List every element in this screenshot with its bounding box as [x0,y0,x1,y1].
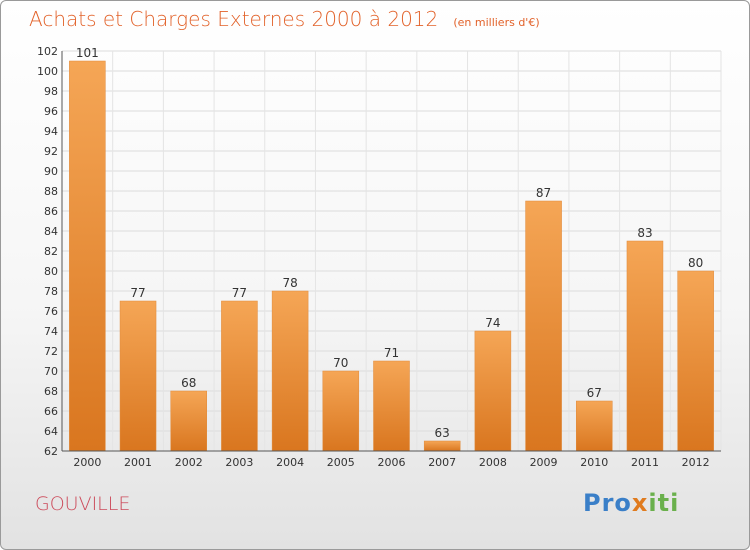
y-tick-label: 92 [44,145,58,158]
data-label: 101 [76,46,99,60]
x-tick-label: 2003 [225,456,253,469]
chart-title-text: Achats et Charges Externes 2000 à 2012 [29,7,439,31]
y-tick-label: 62 [44,445,58,458]
place-name: GOUVILLE [35,493,131,515]
chart-title: Achats et Charges Externes 2000 à 2012 (… [29,7,540,31]
y-tick-label: 82 [44,245,58,258]
y-tick-label: 100 [37,65,58,78]
y-tick-label: 96 [44,105,58,118]
y-tick-label: 72 [44,345,58,358]
logo-part-1: Pro [583,489,632,517]
y-tick-label: 78 [44,285,58,298]
bar [626,240,664,452]
x-tick-label: 2006 [378,456,406,469]
y-tick-label: 94 [44,125,58,138]
x-tick-label: 2009 [530,456,558,469]
y-tick-label: 80 [44,265,58,278]
bar [576,400,613,452]
data-label: 77 [130,286,145,300]
data-label: 83 [637,226,652,240]
bar [221,300,258,452]
x-tick-label: 2000 [73,456,101,469]
data-label: 71 [384,346,399,360]
x-tick-label: 2010 [580,456,608,469]
bar [525,200,562,452]
x-tick-label: 2001 [124,456,152,469]
bar [119,300,157,452]
data-label: 87 [536,186,551,200]
bar [474,330,512,452]
bar [271,290,309,452]
x-tick-label: 2005 [327,456,355,469]
y-tick-label: 76 [44,305,58,318]
data-label: 67 [587,386,602,400]
bar [677,270,714,452]
y-tick-label: 84 [44,225,58,238]
x-tick-label: 2002 [175,456,203,469]
bar [170,390,207,452]
bar [322,370,360,452]
bar [423,440,461,452]
x-tick-label: 2011 [631,456,659,469]
logo-part-2: x [631,489,649,517]
y-tick-label: 86 [44,205,58,218]
y-tick-label: 66 [44,405,58,418]
y-tick-label: 88 [44,185,58,198]
y-tick-label: 90 [44,165,58,178]
y-tick-label: 102 [37,45,58,58]
x-tick-label: 2012 [682,456,710,469]
y-tick-label: 74 [44,325,58,338]
x-tick-label: 2004 [276,456,304,469]
data-label: 78 [282,276,297,290]
data-label: 68 [181,376,196,390]
data-label: 80 [688,256,703,270]
x-tick-label: 2008 [479,456,507,469]
y-tick-label: 68 [44,385,58,398]
data-label: 70 [333,356,348,370]
bar [373,360,410,452]
logo-part-3: iti [648,489,680,517]
data-label: 74 [485,316,500,330]
data-label: 63 [435,426,450,440]
y-tick-label: 64 [44,425,58,438]
bar [69,60,106,452]
chart-unit-note: (en milliers d'€) [453,16,540,29]
data-label: 77 [232,286,247,300]
proxiti-logo: Proxiti [583,489,679,517]
y-tick-label: 98 [44,85,58,98]
y-tick-label: 70 [44,365,58,378]
x-tick-label: 2007 [428,456,456,469]
